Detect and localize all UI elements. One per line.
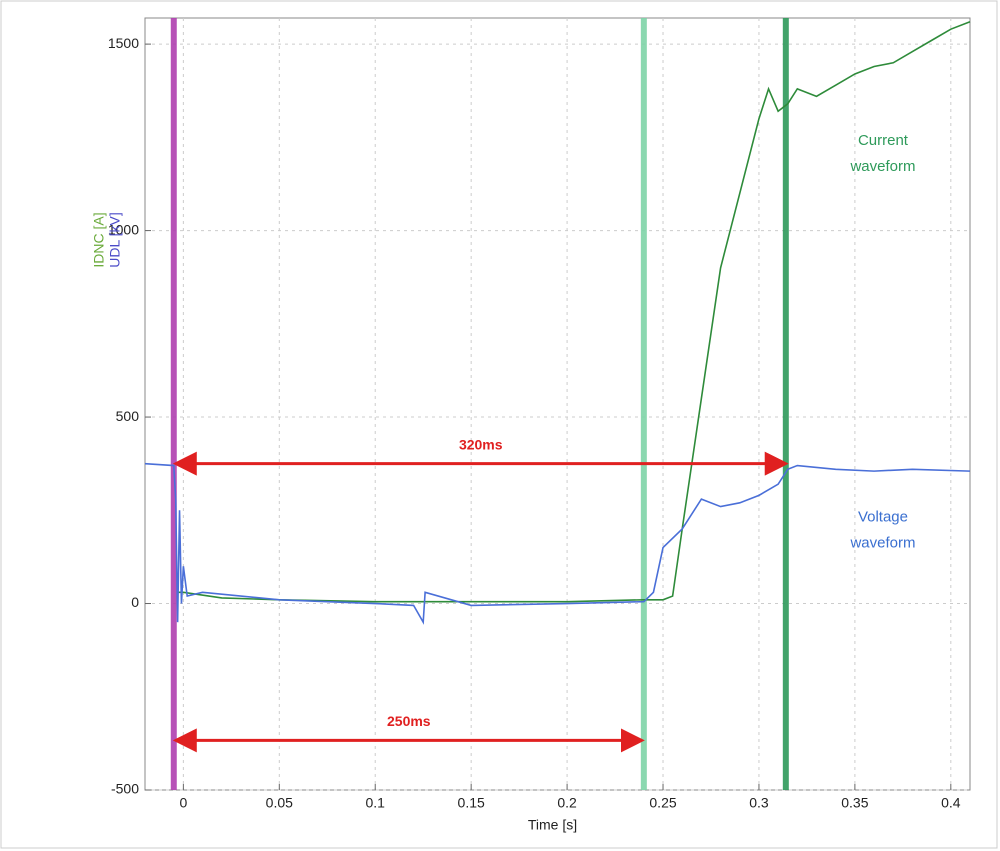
x-tick-label: 0.35 <box>841 795 868 811</box>
y-tick-label: 1000 <box>108 221 139 237</box>
x-tick-label: 0.4 <box>941 795 961 811</box>
y-tick-label: 0 <box>131 594 139 610</box>
x-tick-label: 0 <box>179 795 187 811</box>
series-line <box>177 20 971 603</box>
annotation: waveform <box>849 158 915 175</box>
y-tick-label: -500 <box>111 781 139 797</box>
y-tick-label: 1500 <box>108 35 139 51</box>
x-tick-label: 0.15 <box>458 795 485 811</box>
y-tick-label: 500 <box>116 408 140 424</box>
y-axis-label: UDL [kV] <box>107 212 123 268</box>
arrow-label: 320ms <box>459 436 503 452</box>
x-tick-label: 0.3 <box>749 795 769 811</box>
arrow-label: 250ms <box>387 713 431 729</box>
y-axis-label: IDNC [A] <box>91 212 107 267</box>
x-axis-label: Time [s] <box>528 817 577 833</box>
x-tick-label: 0.25 <box>649 795 676 811</box>
x-tick-label: 0.05 <box>266 795 293 811</box>
plot-area <box>144 17 971 791</box>
annotation: waveform <box>849 535 915 552</box>
annotation: Voltage <box>858 509 908 526</box>
x-tick-label: 0.1 <box>365 795 385 811</box>
x-tick-label: 0.2 <box>557 795 577 811</box>
annotation: Current <box>858 132 909 149</box>
